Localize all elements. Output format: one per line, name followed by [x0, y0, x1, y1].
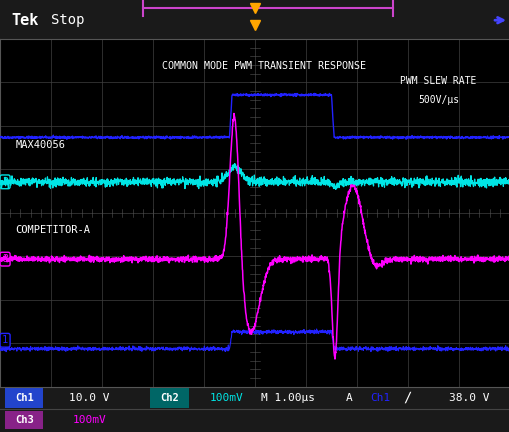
Text: 38.0 V: 38.0 V — [448, 393, 489, 403]
Text: PWM SLEW RATE: PWM SLEW RATE — [400, 76, 476, 86]
Bar — [5, 411, 43, 429]
Text: 100mV: 100mV — [72, 415, 106, 425]
Text: Ch2: Ch2 — [160, 393, 179, 403]
Bar — [5, 388, 43, 407]
Text: 500V/μs: 500V/μs — [417, 95, 458, 105]
Text: MAX40056: MAX40056 — [15, 140, 65, 150]
Text: Ch1: Ch1 — [369, 393, 389, 403]
Text: COMPETITOR-A: COMPETITOR-A — [15, 225, 90, 235]
Bar — [150, 388, 188, 407]
Text: M 1.00μs: M 1.00μs — [261, 393, 315, 403]
Text: 1: 1 — [2, 335, 8, 345]
Text: Stop: Stop — [51, 13, 84, 27]
Text: Ch3: Ch3 — [15, 415, 34, 425]
Text: Tek: Tek — [11, 13, 39, 28]
Text: COMMON MODE PWM TRANSIENT RESPONSE: COMMON MODE PWM TRANSIENT RESPONSE — [162, 61, 365, 71]
Text: 2: 2 — [2, 177, 8, 187]
Text: ∕: ∕ — [403, 391, 411, 405]
Text: 100mV: 100mV — [210, 393, 243, 403]
Text: A: A — [345, 393, 352, 403]
Text: 3: 3 — [2, 254, 8, 264]
Text: Ch1: Ch1 — [15, 393, 34, 403]
Text: 10.0 V: 10.0 V — [69, 393, 109, 403]
